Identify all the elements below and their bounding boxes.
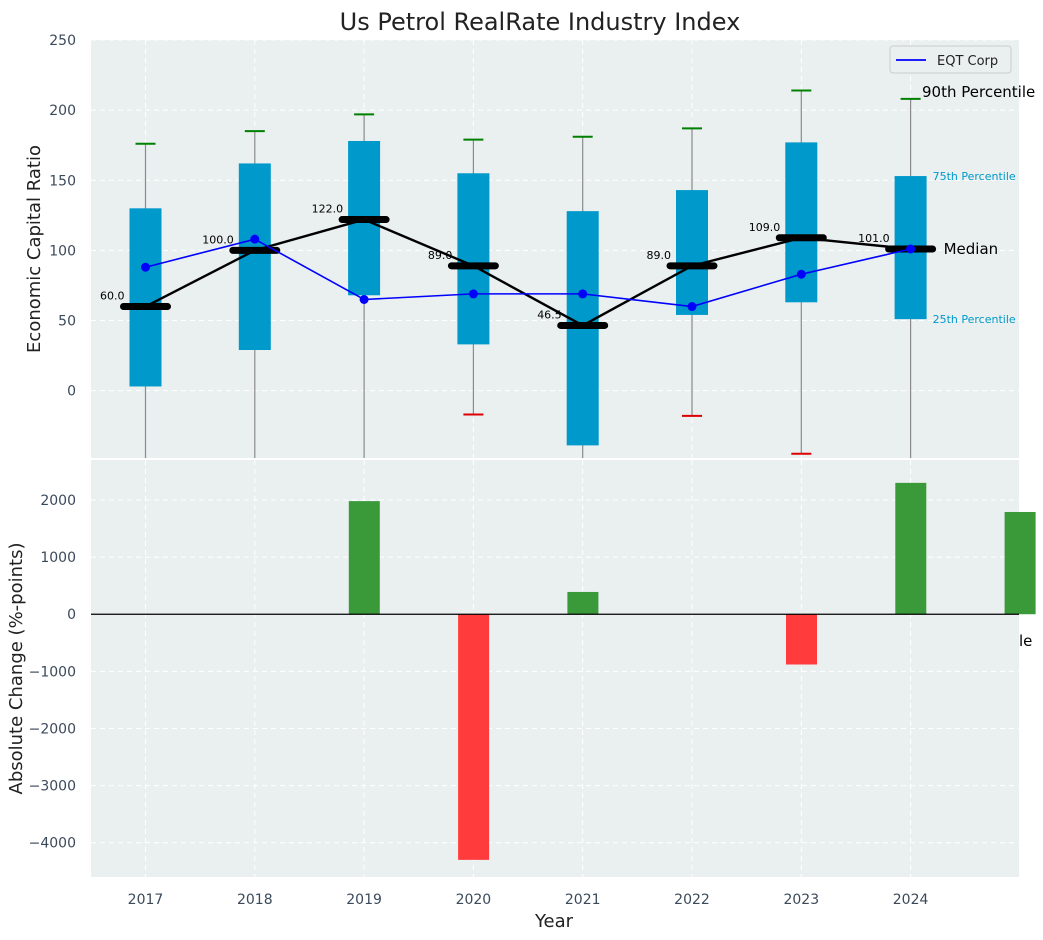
- eqt-point: [578, 289, 588, 299]
- legend-label: EQT Corp: [937, 54, 998, 69]
- median-value-label: 101.0: [858, 232, 890, 245]
- bottom-y-tick-label: −2000: [29, 721, 76, 737]
- x-axis-label: Year: [534, 911, 574, 932]
- x-tick-label: 2019: [346, 892, 382, 908]
- x-tick-label: 2023: [783, 892, 819, 908]
- bottom-y-tick-label: −4000: [29, 836, 76, 852]
- bottom-y-tick-label: 1000: [40, 550, 76, 566]
- increase-bar: [1004, 511, 1036, 615]
- increase-bar: [895, 482, 927, 615]
- bottom-y-tick-label: −1000: [29, 664, 76, 680]
- iqr-box: [457, 173, 490, 345]
- decrease-bar: [458, 614, 490, 860]
- x-tick-label: 2017: [128, 892, 164, 908]
- top-y-axis-label: Economic Capital Ratio: [24, 145, 45, 353]
- increase-bar: [567, 591, 599, 615]
- bottom-y-tick-label: −3000: [29, 779, 76, 795]
- eqt-point: [468, 289, 478, 299]
- p75-annotation: 75th Percentile: [933, 170, 1016, 183]
- legend: EQT Corp: [889, 45, 1012, 74]
- decrease-bar: [786, 614, 817, 665]
- x-tick-label: 2018: [237, 892, 273, 908]
- iqr-box: [676, 190, 708, 315]
- x-tick-label: 2024: [893, 892, 929, 908]
- p25-annotation: 25th Percentile: [933, 313, 1016, 326]
- iqr-box: [129, 208, 162, 387]
- top-y-tick-label: 100: [49, 243, 76, 259]
- median-value-label: 60.0: [100, 290, 125, 303]
- legend-box: [889, 45, 1012, 74]
- median-value-label: 122.0: [312, 203, 344, 216]
- median-value-label: 89.0: [647, 249, 672, 262]
- top-y-tick-label: 150: [49, 173, 76, 189]
- x-tick-label: 2022: [674, 892, 710, 908]
- top-y-tick-label: 200: [49, 103, 76, 119]
- median-value-label: 100.0: [202, 233, 234, 246]
- bottom-y-tick-label: 2000: [40, 493, 76, 509]
- median-value-label: 46.5: [537, 308, 562, 321]
- bottom-y-axis-label: Absolute Change (%-points): [6, 543, 27, 795]
- median-value-label: 89.0: [428, 249, 453, 262]
- top-y-tick-label: 0: [67, 384, 76, 400]
- top-panel: 0 50 100 150 200 250 Economic Capital Ratio 60.…: [24, 33, 1035, 458]
- x-tick-label: 2021: [565, 892, 601, 908]
- eqt-point: [359, 294, 369, 304]
- top-y-tick-label: 250: [49, 33, 76, 49]
- bottom-y-tick-label: 0: [67, 607, 76, 623]
- stray-annotation-fragment: le: [1019, 632, 1032, 650]
- median-value-label: 109.0: [749, 221, 781, 234]
- eqt-point: [250, 234, 260, 244]
- bottom-plot-background: [91, 460, 1019, 877]
- median-trend-line: [144, 218, 911, 327]
- increase-bar: [348, 501, 380, 615]
- top-y-tick-label: 50: [58, 314, 76, 330]
- x-tick-label: 2020: [456, 892, 492, 908]
- eqt-point: [906, 244, 916, 254]
- eqt-series-line: [145, 238, 911, 308]
- median-annotation: Median: [944, 240, 999, 258]
- p90-annotation: 90th Percentile: [922, 83, 1035, 101]
- eqt-point: [141, 262, 150, 272]
- eqt-point: [687, 302, 697, 312]
- eqt-point: [796, 269, 806, 279]
- chart-title: Us Petrol RealRate Industry Index: [340, 8, 741, 36]
- bottom-panel: −4000 −3000 −2000 −1000 0 1000 2000 le 2017 2018 2…: [6, 460, 1036, 932]
